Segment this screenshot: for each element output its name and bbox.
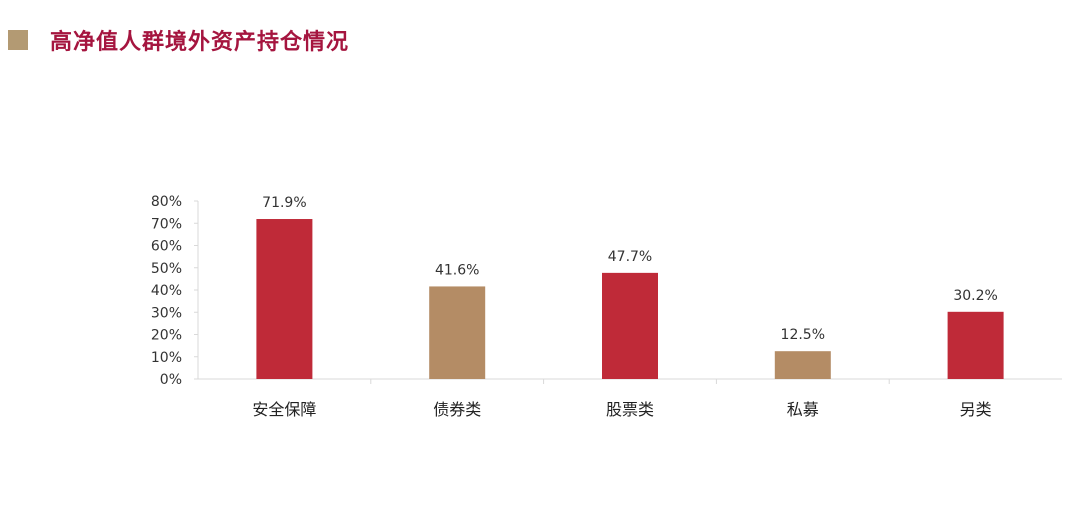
bar-3 bbox=[602, 272, 658, 379]
y-tick-label: 50% bbox=[151, 261, 182, 277]
y-tick-label: 0% bbox=[160, 372, 182, 388]
data-label: 47.7% bbox=[608, 249, 652, 265]
y-tick-label: 30% bbox=[151, 305, 182, 321]
y-tick-label: 70% bbox=[151, 216, 182, 232]
data-label: 12.5% bbox=[781, 327, 825, 343]
data-label: 30.2% bbox=[953, 288, 997, 304]
x-category-label: 债券类 bbox=[433, 400, 481, 419]
y-tick-label: 40% bbox=[151, 283, 182, 299]
y-tick-label: 10% bbox=[151, 350, 182, 366]
header: 高净值人群境外资产持仓情况 bbox=[8, 24, 349, 56]
x-category-label: 安全保障 bbox=[252, 400, 316, 419]
data-label: 41.6% bbox=[435, 262, 479, 278]
x-category-label: 另类 bbox=[960, 400, 992, 419]
bar-4 bbox=[774, 351, 831, 379]
data-label: 71.9% bbox=[262, 195, 306, 211]
y-tick-label: 80% bbox=[151, 194, 182, 210]
bar-1 bbox=[256, 219, 313, 379]
header-square-icon bbox=[8, 30, 28, 50]
x-category-label: 股票类 bbox=[606, 400, 654, 419]
x-category-label: 私募 bbox=[787, 400, 819, 419]
y-tick-label: 20% bbox=[151, 328, 182, 344]
bar-2 bbox=[429, 286, 486, 379]
bar-5 bbox=[947, 311, 1004, 379]
y-tick-label: 60% bbox=[151, 239, 182, 255]
page-title: 高净值人群境外资产持仓情况 bbox=[50, 30, 350, 55]
